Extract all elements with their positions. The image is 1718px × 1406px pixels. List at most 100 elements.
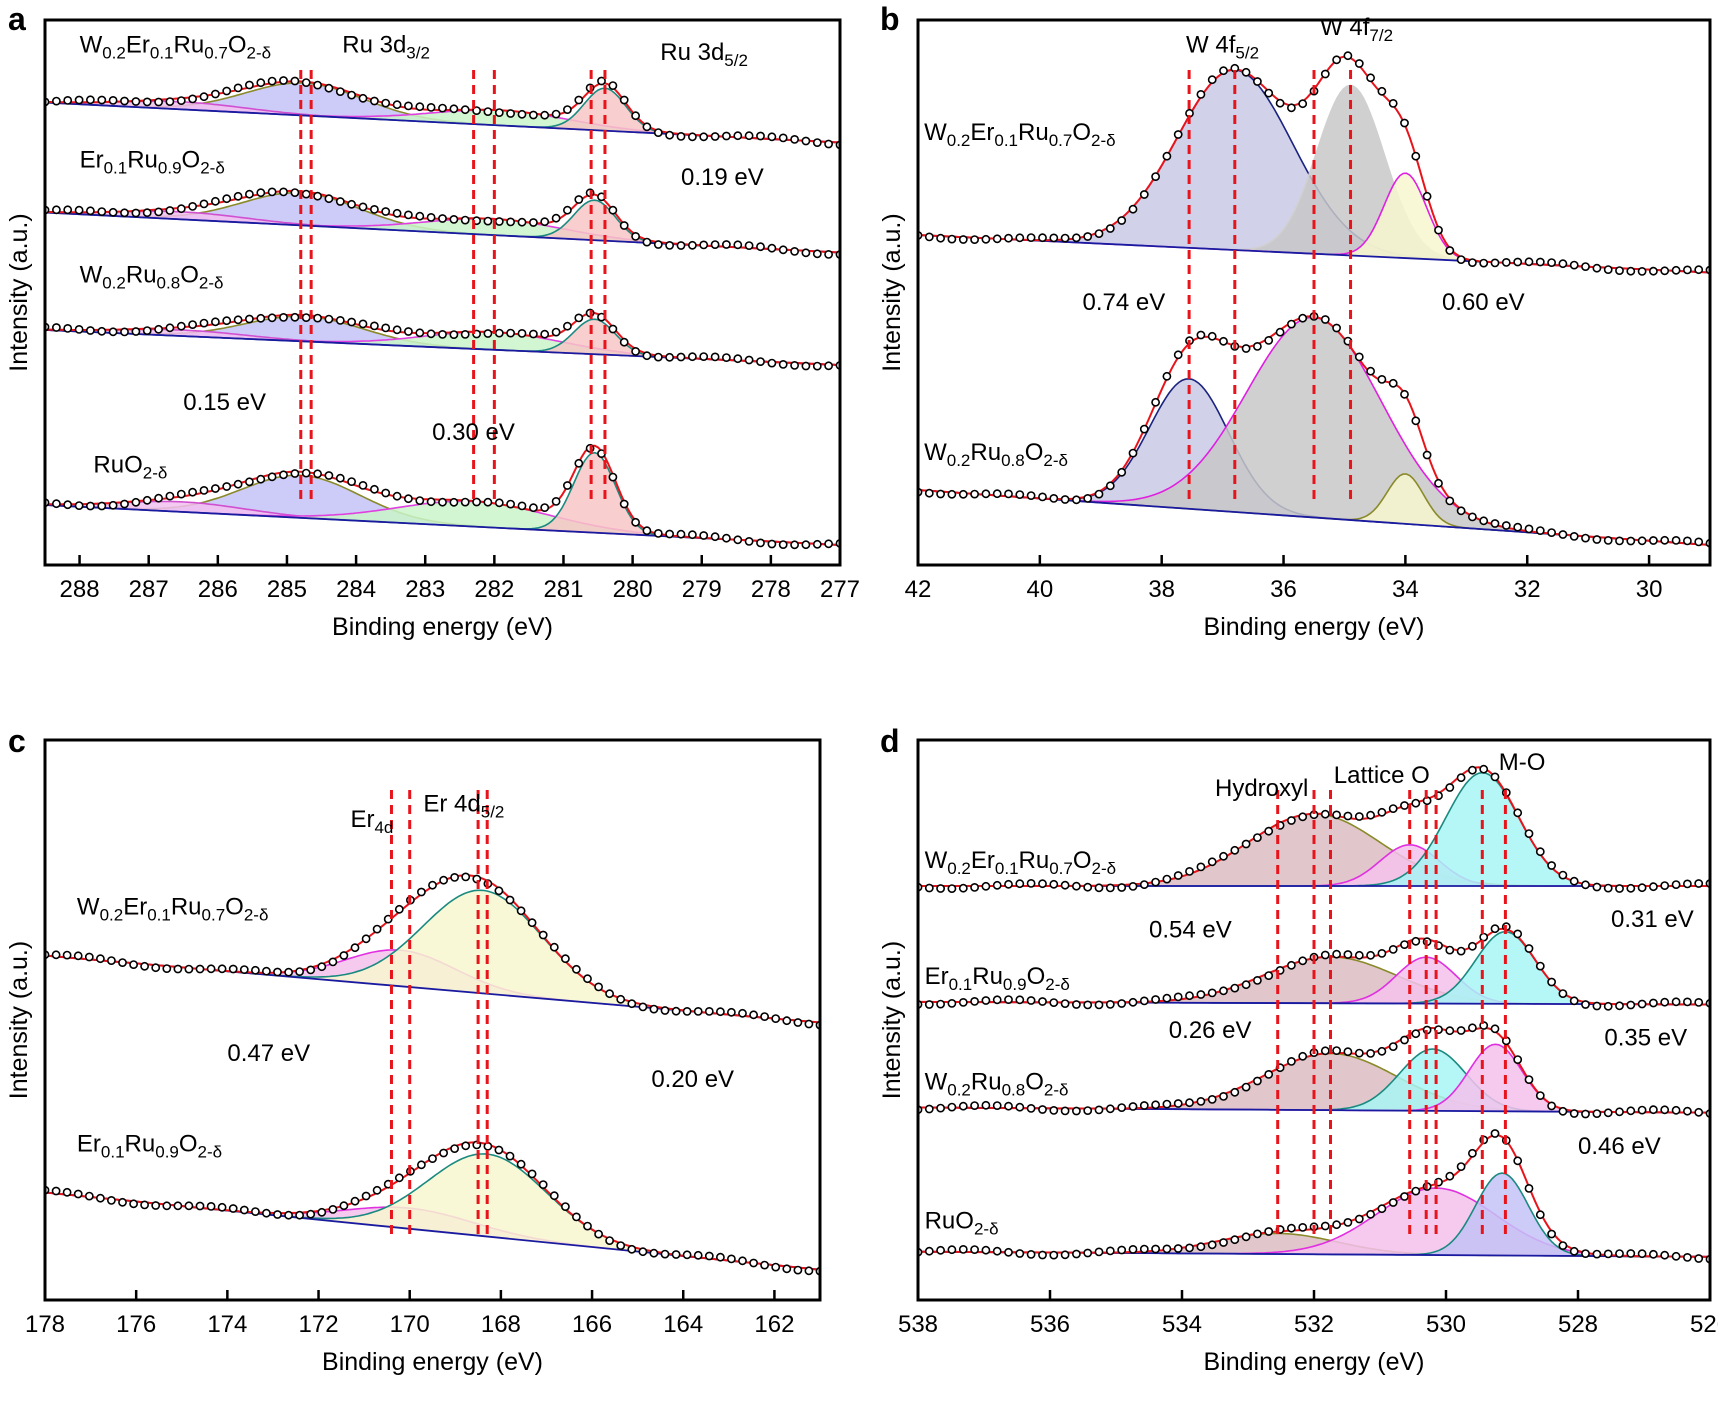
data-point [1298,99,1308,109]
data-point [981,234,991,244]
data-point [744,355,754,365]
data-point [107,1196,116,1205]
data-point [1649,882,1658,892]
data-point [1207,1095,1217,1104]
data-point [1411,798,1421,808]
data-point [638,1002,648,1012]
data-point [273,967,282,977]
data-point [782,1264,792,1274]
data-point [616,994,626,1004]
series-label: RuO2-δ [93,452,167,483]
data-point [538,930,548,940]
data-point [992,995,1002,1005]
x-axis-label: Binding energy (eV) [332,613,553,641]
series-label: Er0.1Ru0.9O2-δ [77,1130,222,1161]
data-point [517,328,527,338]
data-point [1603,265,1613,274]
data-point [1275,327,1285,337]
data-point [1015,233,1025,243]
data-point [1332,1046,1341,1055]
data-point [1264,335,1274,345]
data-point [494,217,504,226]
data-point [631,111,640,121]
data-point [273,1210,282,1219]
data-point [506,109,515,118]
data-point [1207,331,1217,341]
data-point [1581,1249,1590,1258]
component-peak-fill [918,956,1710,1005]
data-point [335,87,345,96]
data-point [778,245,788,255]
data-point [1388,804,1398,813]
data-point [924,1104,934,1114]
data-point [1603,883,1613,893]
data-point [1015,879,1025,889]
data-point [403,101,413,111]
data-point [551,496,561,506]
data-point [233,191,243,201]
data-point [284,1210,293,1220]
series-label: W0.2Ru0.8O2-δ [924,439,1068,470]
data-point [574,195,584,204]
data-point [1151,1244,1160,1254]
data-point [704,1251,714,1261]
data-point [1637,1249,1647,1259]
data-point [1253,976,1262,985]
data-point [782,1016,792,1026]
data-point [290,188,300,197]
data-point [1569,532,1579,541]
data-point [1162,151,1172,161]
data-point [162,964,172,973]
data-point [1660,881,1670,890]
data-point [1015,1249,1025,1258]
data-point [1094,1000,1104,1010]
spectrum-1 [45,187,840,259]
data-point [210,196,220,206]
data-point [1287,960,1296,970]
data-point [1105,1104,1115,1114]
data-point [1332,949,1341,959]
x-tick-label: 534 [1162,1311,1202,1338]
shift-label: 0.54 eV [1149,917,1232,944]
data-point [1026,491,1036,500]
data-point [1468,1023,1477,1033]
data-point [290,312,300,322]
data-point [760,1260,769,1270]
data-point [688,132,697,142]
series-label: W0.2Er0.1Ru0.7O2-δ [80,32,272,63]
data-point [142,495,152,505]
data-point [790,360,799,370]
data-point [1320,950,1330,960]
data-point [1377,949,1387,958]
data-point [381,323,391,333]
spectrum-0 [45,76,840,150]
data-point [173,964,183,974]
data-point [217,964,227,974]
data-point [1456,773,1466,783]
data-point [710,352,720,362]
data-point [1603,536,1613,545]
peak-label: Er 4d5/2 [423,790,504,821]
data-point [1253,1229,1262,1239]
x-tick-label: 530 [1426,1311,1466,1338]
data-point [313,469,322,479]
data-point [1241,980,1251,990]
data-point [970,235,979,244]
data-point [1072,881,1081,891]
data-point [824,539,833,549]
data-point [733,240,743,250]
data-point [924,883,934,893]
data-point [52,499,61,509]
data-point [392,208,402,218]
data-point [392,325,402,335]
data-point [1683,879,1692,889]
data-point [1377,374,1387,384]
data-point [154,324,163,334]
data-point [1038,1250,1047,1260]
data-point [1558,870,1568,880]
data-point [483,497,493,507]
data-point [1173,350,1183,360]
data-point [688,530,697,540]
data-point [1094,1247,1104,1257]
data-point [947,1245,957,1255]
